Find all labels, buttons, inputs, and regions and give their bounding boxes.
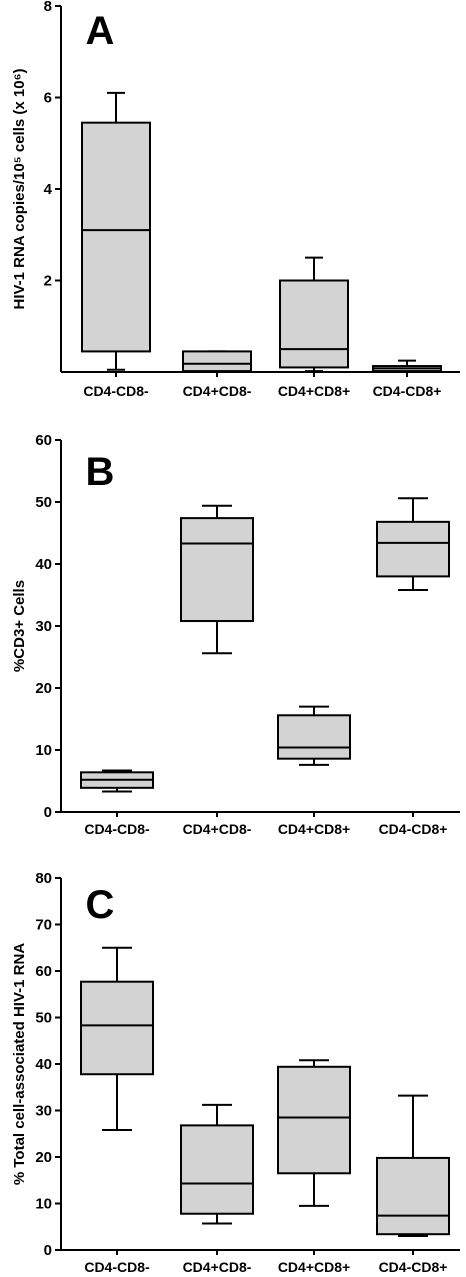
panel-label: B bbox=[86, 450, 115, 494]
y-tick-label: 60 bbox=[35, 432, 52, 449]
y-tick-label: 50 bbox=[35, 494, 52, 511]
y-axis-title: % Total cell-associated HIV-1 RNA bbox=[11, 943, 28, 1185]
y-tick-label: 0 bbox=[44, 804, 52, 821]
y-tick-label: 2 bbox=[44, 273, 52, 290]
y-tick-label: 0 bbox=[44, 1242, 52, 1259]
y-tick-label: 40 bbox=[35, 1056, 52, 1073]
box-cd4poscd8pos bbox=[277, 705, 351, 766]
box-iqr bbox=[182, 350, 252, 373]
x-category-label: CD4-CD8+ bbox=[379, 1259, 448, 1275]
y-tick-label: 6 bbox=[44, 90, 52, 107]
y-tick-label: 40 bbox=[35, 556, 52, 573]
y-tick-label: 60 bbox=[35, 963, 52, 980]
box-cd4negcd8neg bbox=[81, 91, 151, 371]
box-iqr bbox=[180, 517, 254, 623]
x-category-label: CD4-CD8- bbox=[83, 383, 149, 399]
x-category-label: CD4-CD8+ bbox=[373, 383, 442, 399]
y-tick-label: 20 bbox=[35, 1149, 52, 1166]
box-cd4negcd8neg bbox=[80, 769, 154, 793]
box-cd4negcd8pos bbox=[376, 1094, 450, 1238]
box-iqr bbox=[80, 980, 154, 1076]
box-cd4poscd8pos bbox=[279, 256, 349, 373]
box-iqr bbox=[180, 1124, 254, 1215]
box-cd4poscd8neg bbox=[180, 1103, 254, 1225]
chart-panel-b: 0 10 20 30 40 50 60 CD4-CD8- CD4+CD8- CD4+CD8+ CD4… bbox=[11, 432, 460, 837]
panel-label: A bbox=[86, 9, 115, 53]
box-cd4poscd8pos bbox=[277, 1059, 351, 1207]
box-cd4poscd8neg bbox=[182, 350, 252, 373]
x-category-label: CD4-CD8- bbox=[84, 821, 150, 837]
y-tick-label: 10 bbox=[35, 1196, 52, 1213]
x-category-label: CD4+CD8+ bbox=[278, 383, 350, 399]
chart-panel-a: 2 4 6 8 CD4-CD8- CD4+CD8- CD4+CD8+ CD4-CD8+ HIV-… bbox=[11, 0, 460, 399]
box-cd4negcd8neg bbox=[80, 946, 154, 1132]
x-category-label: CD4+CD8- bbox=[183, 1259, 252, 1275]
box-cd4negcd8pos bbox=[372, 359, 442, 373]
box-iqr bbox=[81, 121, 151, 353]
box-iqr bbox=[277, 714, 351, 760]
box-cd4negcd8pos bbox=[376, 497, 450, 592]
y-tick-label: 70 bbox=[35, 917, 52, 934]
x-category-label: CD4+CD8- bbox=[183, 383, 252, 399]
box-iqr bbox=[376, 1156, 450, 1236]
box-iqr bbox=[277, 1065, 351, 1175]
y-axis-title: HIV-1 RNA copies/10⁵ cells (x 10⁶) bbox=[11, 68, 28, 309]
x-category-label: CD4+CD8- bbox=[183, 821, 252, 837]
y-tick-label: 10 bbox=[35, 742, 52, 759]
y-tick-label: 4 bbox=[44, 181, 53, 198]
y-tick-label: 80 bbox=[35, 870, 52, 887]
chart-panel-c: 0 10 20 30 40 50 60 70 80 CD4-CD8- CD4+CD8- CD4+CD8… bbox=[11, 870, 460, 1275]
box-cd4poscd8neg bbox=[180, 504, 254, 655]
x-category-label: CD4+CD8+ bbox=[278, 821, 350, 837]
x-category-label: CD4-CD8+ bbox=[379, 821, 448, 837]
y-axis-title: %CD3+ Cells bbox=[11, 580, 28, 672]
y-tick-label: 8 bbox=[44, 0, 52, 15]
y-tick-label: 30 bbox=[35, 618, 52, 635]
box-iqr bbox=[279, 279, 349, 369]
y-tick-label: 30 bbox=[35, 1103, 52, 1120]
x-category-label: CD4+CD8+ bbox=[278, 1259, 350, 1275]
y-tick-label: 20 bbox=[35, 680, 52, 697]
x-category-label: CD4-CD8- bbox=[84, 1259, 150, 1275]
y-tick-label: 50 bbox=[35, 1010, 52, 1027]
panel-label: C bbox=[86, 883, 115, 927]
box-iqr bbox=[376, 520, 450, 578]
